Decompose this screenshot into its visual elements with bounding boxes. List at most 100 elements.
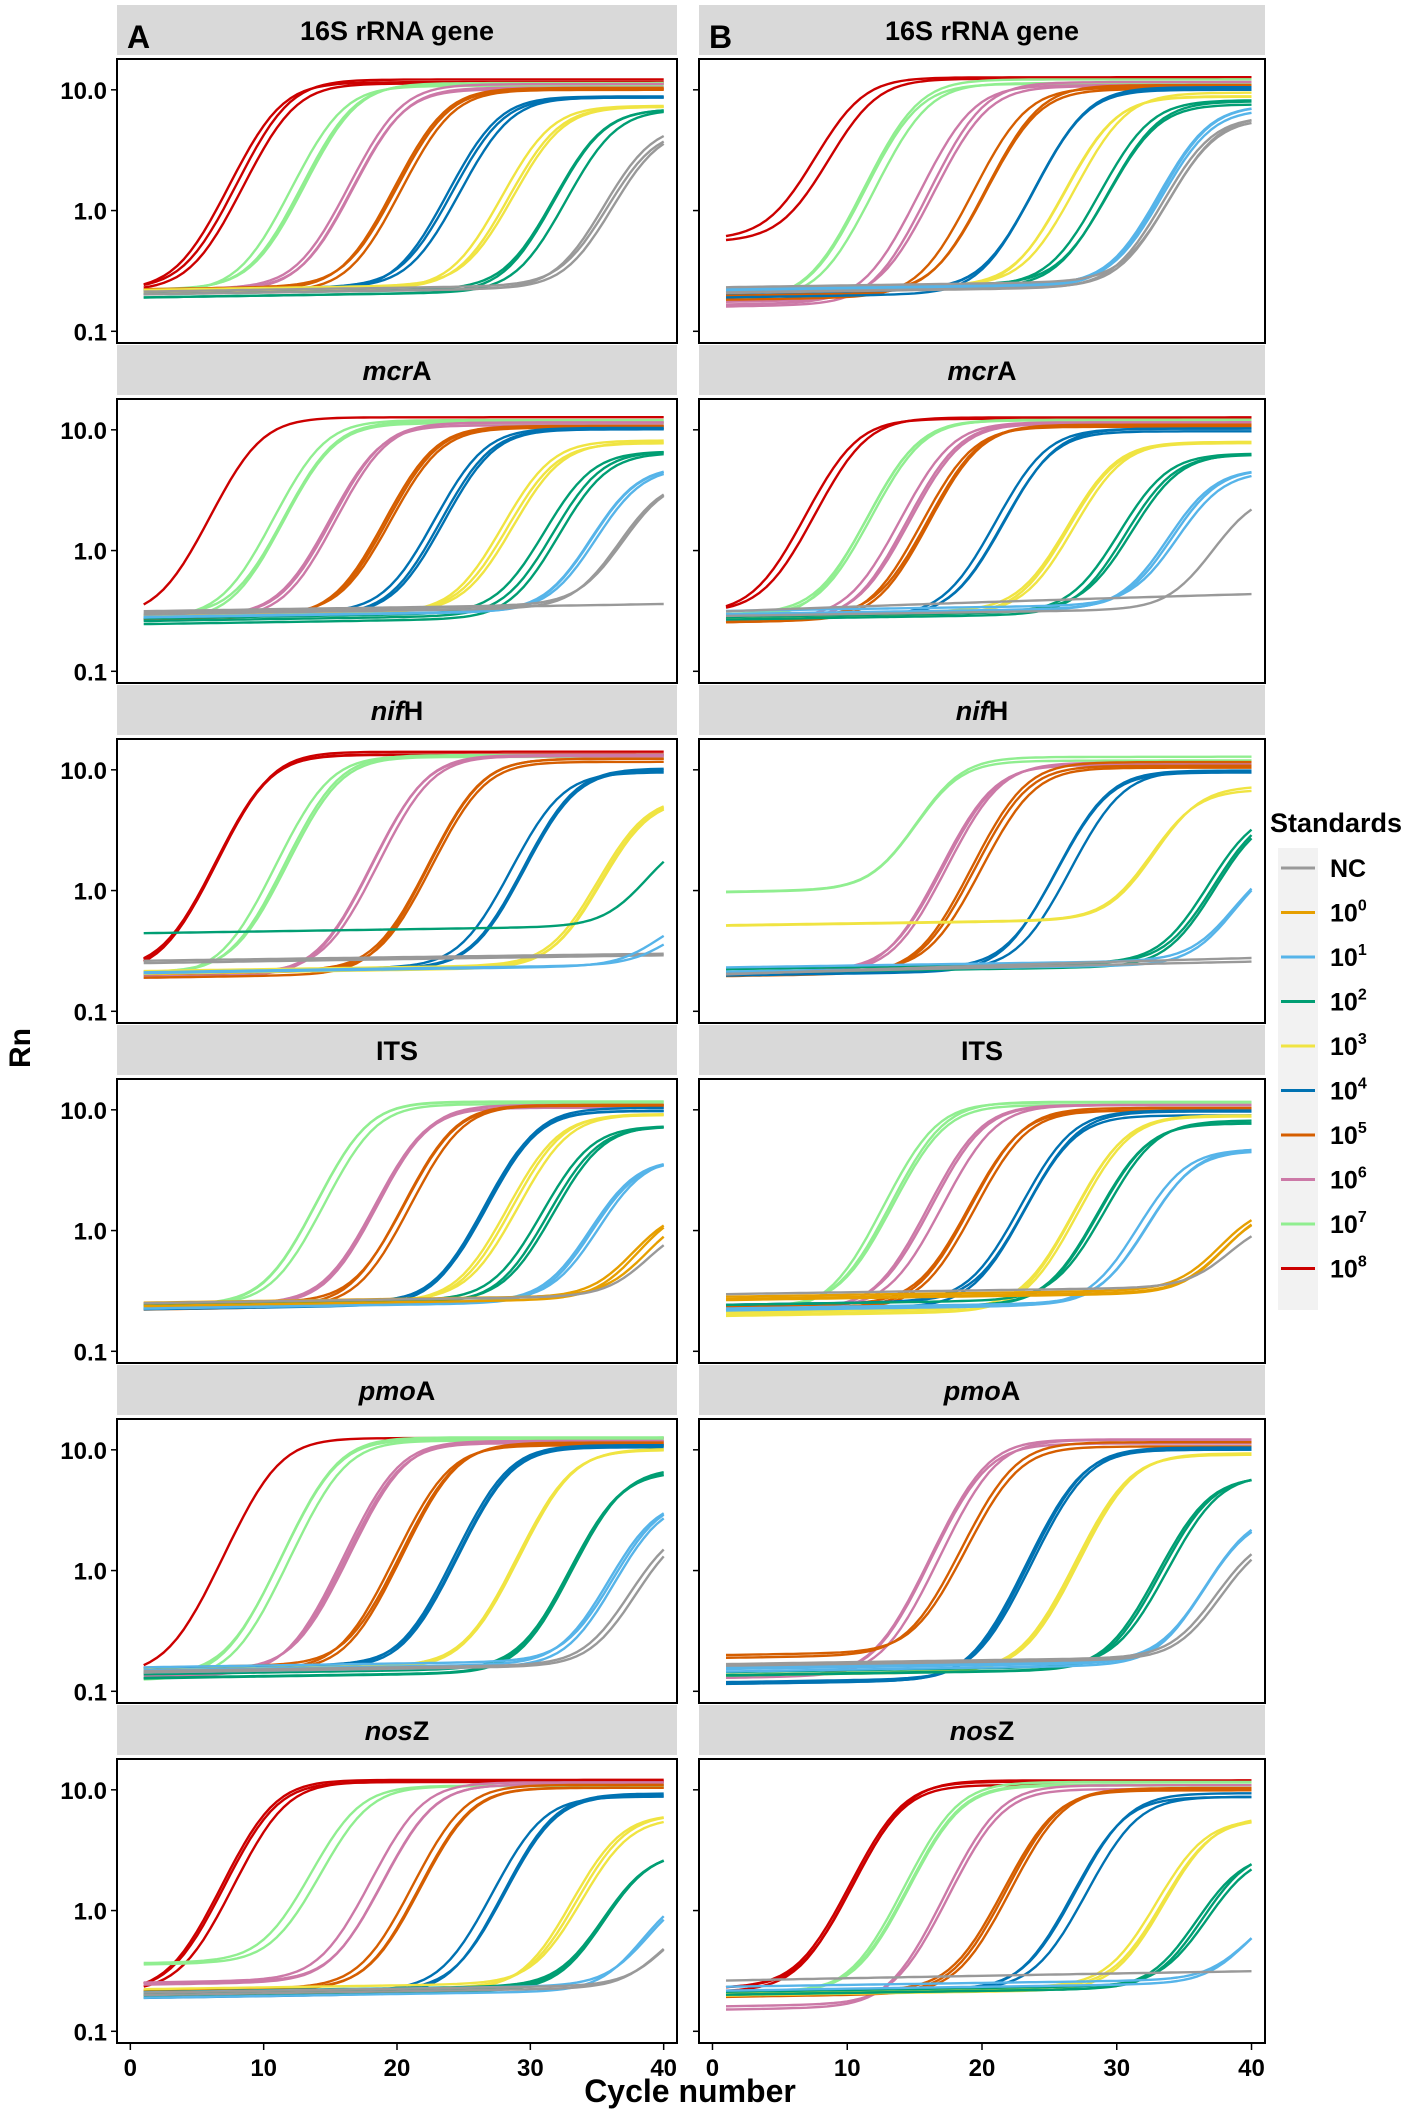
facet-title: 16S rRNA gene	[885, 16, 1079, 46]
series-line-10e4	[143, 769, 664, 975]
series-line-10e6	[725, 1784, 1252, 2011]
legend-label: NC	[1330, 855, 1366, 883]
series-line-10e7	[725, 755, 1252, 893]
series-line-10e2	[143, 453, 664, 626]
y-tick-label: 0.1	[74, 2019, 107, 2046]
series-line-10e2	[143, 1859, 665, 1998]
curves	[725, 1438, 1253, 1686]
series-line-10e3	[143, 1820, 664, 1991]
y-tick-label: 0.1	[74, 659, 107, 686]
series-line-10e8	[143, 416, 664, 606]
legend-label: 101	[1330, 942, 1367, 972]
series-line-10e5	[143, 1442, 664, 1669]
panel-B-3: nifH	[693, 685, 1266, 1024]
series-line-NC	[725, 1558, 1253, 1667]
panel-B-2: mcrA	[693, 345, 1266, 684]
series-line-10e3	[143, 806, 665, 975]
x-tick-label: 0	[706, 2055, 719, 2082]
panel-A-4: ITS 10.0 1.0 0.1	[60, 1025, 678, 1366]
legend-label: 100	[1330, 898, 1367, 928]
series-line-NC	[725, 592, 1252, 613]
series-line-10e4	[725, 771, 1252, 973]
series-line-10e5	[143, 426, 664, 618]
series-line-10e4	[143, 428, 664, 620]
facet-strip	[117, 685, 677, 735]
series-line-10e3	[725, 789, 1252, 927]
series-line-10e1	[143, 1164, 665, 1310]
series-line-10e4	[143, 771, 664, 973]
plot-frame	[698, 1418, 1266, 1704]
plot-frame	[116, 738, 678, 1024]
facet-strip	[699, 685, 1265, 735]
series-line-10e3	[143, 1113, 664, 1306]
series-line-10e2	[143, 1473, 664, 1680]
y-tick-label: 1.0	[74, 1219, 107, 1246]
legend-label: 107	[1330, 1209, 1367, 1239]
y-tick-label: 10.0	[60, 758, 107, 785]
y-tick-label: 10.0	[60, 418, 107, 445]
facet-title: ITS	[961, 1036, 1003, 1066]
y-axis-title: Rn	[4, 1028, 37, 1068]
series-line-NC	[143, 952, 664, 962]
plot-frame	[698, 1078, 1266, 1364]
series-line-NC	[725, 1553, 1253, 1666]
facet-title: ITS	[376, 1036, 418, 1066]
facet-title: mcrA	[362, 356, 431, 386]
series-line-10e6	[725, 421, 1252, 621]
series-line-10e3	[143, 442, 664, 618]
series-line-10e4	[725, 1109, 1252, 1306]
facet-title: nifH	[956, 696, 1009, 726]
series-line-10e7	[143, 420, 664, 617]
plot-frame	[116, 1418, 678, 1704]
y-tick-label: 1.0	[74, 539, 107, 566]
legend-item-1e1: 101	[1281, 942, 1367, 972]
y-tick-label: 0.1	[74, 1339, 107, 1366]
curves	[725, 755, 1253, 978]
curves	[143, 1100, 665, 1311]
series-line-10e2	[725, 454, 1252, 621]
facet-title: nifH	[371, 696, 424, 726]
series-line-10e3	[143, 105, 664, 292]
legend-item-1e0: 100	[1281, 898, 1367, 928]
series-line-10e4	[143, 1106, 664, 1311]
facet-title: pmoA	[943, 1376, 1021, 1406]
y-tick-label: 1.0	[74, 879, 107, 906]
series-line-NC	[725, 1970, 1252, 1982]
series-line-10e5	[725, 1441, 1252, 1659]
series-line-10e1	[725, 111, 1252, 291]
series-line-NC	[143, 1555, 665, 1674]
series-line-10e5	[143, 1104, 664, 1306]
series-line-10e4	[725, 1792, 1252, 1995]
series-line-10e4	[725, 86, 1252, 294]
facet-title: 16S rRNA gene	[300, 16, 494, 46]
series-line-NC	[725, 1235, 1253, 1296]
series-line-10e4	[143, 1444, 664, 1670]
series-line-10e5	[725, 423, 1252, 624]
series-line-10e3	[725, 1820, 1252, 1993]
y-tick-label: 10.0	[60, 1098, 107, 1125]
curves	[143, 1778, 665, 2000]
y-tick-label: 0.1	[74, 1679, 107, 1706]
series-line-NC	[143, 1947, 665, 1997]
panel-B-5: pmoA	[693, 1365, 1266, 1704]
series-line-10e3	[143, 1113, 664, 1308]
series-line-10e2	[725, 1863, 1253, 1996]
series-line-10e4	[143, 767, 664, 974]
series-line-10e1	[725, 1528, 1253, 1669]
plot-frame	[116, 1758, 678, 2044]
legend-item-1e3: 103	[1281, 1031, 1367, 1061]
series-line-10e2	[143, 451, 664, 623]
series-line-10e1	[143, 470, 665, 619]
panel-A-1: 16S rRNA gene A 10.0 1.0 0.1	[60, 5, 678, 346]
y-tick-label: 1.0	[74, 199, 107, 226]
facet-strip	[117, 345, 677, 395]
panel-letter: B	[709, 19, 732, 55]
y-tick-label: 0.1	[74, 319, 107, 346]
y-tick-label: 10.0	[60, 1438, 107, 1465]
x-tick-label: 10	[250, 2055, 277, 2082]
plot-frame	[116, 398, 678, 684]
curves	[725, 76, 1252, 308]
legend-label: 108	[1330, 1254, 1367, 1284]
plot-frame	[698, 58, 1266, 344]
panel-A-5: pmoA 10.0 1.0 0.1	[60, 1365, 678, 1706]
